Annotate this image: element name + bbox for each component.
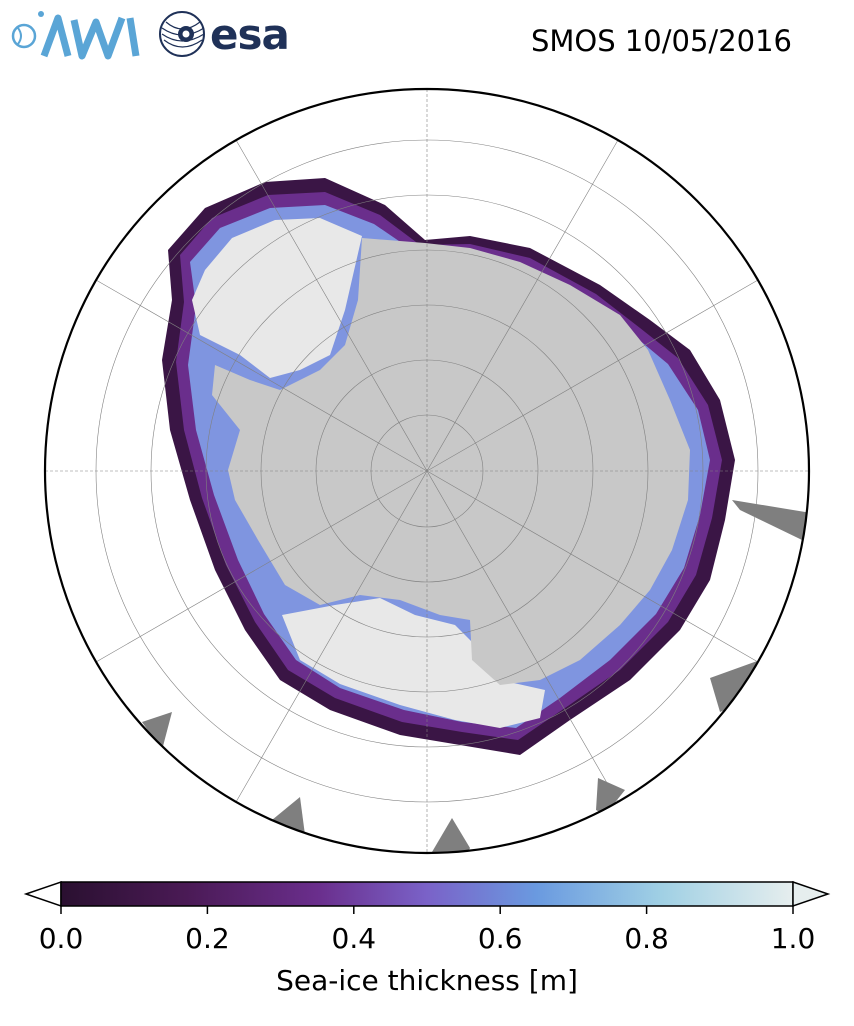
colorbar-tick-label: 0.4 — [331, 922, 377, 955]
awi-logo — [11, 11, 140, 60]
graticule — [45, 89, 809, 853]
colorbar-tick-label: 1.0 — [770, 922, 816, 955]
colorbar-tick-label: 0.8 — [624, 922, 669, 955]
esa-wordmark: esa — [210, 10, 290, 59]
sea-ice-map — [43, 87, 811, 855]
esa-globe-icon — [159, 11, 205, 57]
thick-ice-ross — [282, 598, 545, 728]
colorbar — [23, 880, 831, 914]
antarctica-land — [212, 238, 690, 685]
esa-logo: esa — [158, 8, 308, 62]
map-title: SMOS 10/05/2016 — [530, 24, 792, 58]
colorbar-gradient — [60, 881, 794, 907]
colorbar-label: Sea-ice thickness [m] — [276, 964, 578, 997]
thick-ice-weddell — [192, 218, 362, 378]
colorbar-tick-label: 0.6 — [477, 922, 523, 955]
map-boundary — [43, 87, 811, 855]
colorbar-extend-max — [792, 880, 831, 908]
colorbar-extend-min — [23, 880, 62, 908]
colorbar-tick-label: 0.2 — [185, 922, 230, 955]
colorbar-tick-label: 0.0 — [38, 922, 84, 955]
